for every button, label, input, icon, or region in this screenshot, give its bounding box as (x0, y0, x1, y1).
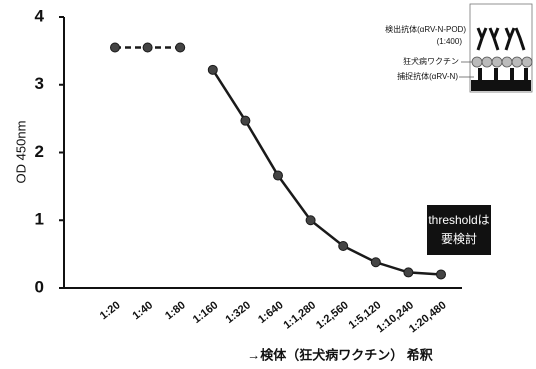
data-point (208, 65, 217, 74)
leader-lines (459, 62, 474, 77)
data-point (176, 43, 185, 52)
x-tick-label: 1:20 (98, 299, 123, 322)
diagram-label: 狂犬病ワクチン (403, 56, 459, 66)
x-tick-label: 1:80 (163, 299, 188, 322)
data-point (404, 268, 413, 277)
y-tick-label: 3 (35, 74, 44, 93)
x-tick-label: 1:160 (191, 299, 221, 326)
data-point (143, 43, 152, 52)
x-tick-label: 1:2,560 (314, 299, 351, 331)
chart: OD 450nm →検体（狂犬病ワクチン） 希釈 thresholdは 要検討 … (0, 0, 536, 369)
capture-antibody (480, 68, 526, 80)
data-point (274, 171, 283, 180)
x-tick-label: 1:40 (130, 299, 155, 322)
data-point (339, 241, 348, 250)
diagram-label: (1:400) (437, 37, 463, 46)
data-point (306, 216, 315, 225)
y-axis-label: OD 450nm (13, 121, 28, 184)
plate (471, 80, 531, 91)
y-tick-label: 0 (35, 277, 44, 296)
x-tick-label: 1:1,280 (281, 299, 318, 331)
annotation: thresholdは (428, 213, 489, 227)
vaccine-particles (472, 57, 532, 67)
x-axis-label: →検体（狂犬病ワクチン） 希釈 (247, 347, 434, 362)
x-tick-label: 1:20,480 (407, 299, 449, 335)
annotation: 要検討 (441, 231, 477, 246)
diagram-label: 捕捉抗体(αRV-N) (397, 71, 458, 81)
x-tick-label: 1:320 (223, 299, 253, 326)
series-line (213, 70, 441, 275)
y-tick-label: 1 (35, 210, 44, 229)
y-tick-label: 2 (35, 142, 44, 161)
data-point (111, 43, 120, 52)
diagram-label: 検出抗体(αRV-N-POD) (385, 24, 466, 34)
data-point (371, 258, 380, 267)
assay-diagram: 検出抗体(αRV-N-POD) (1:400) 狂犬病ワクチン 捕捉抗体(αRV… (385, 4, 532, 92)
data-point (437, 270, 446, 279)
detection-antibody (478, 28, 524, 50)
data-point (241, 116, 250, 125)
y-tick-label: 4 (35, 6, 45, 25)
